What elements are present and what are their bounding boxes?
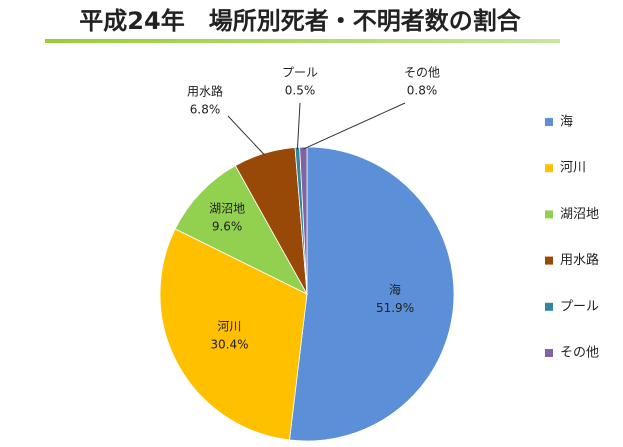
pie-slice bbox=[289, 146, 455, 442]
slice-label: プール bbox=[282, 66, 318, 80]
slice-value-label: 9.6% bbox=[212, 220, 243, 234]
legend-label: プール bbox=[560, 299, 599, 314]
leader-line bbox=[303, 102, 406, 150]
leader-line bbox=[296, 102, 301, 150]
legend-swatch bbox=[545, 118, 553, 126]
chart-title: 平成24年 場所別死者・不明者数の割合 bbox=[79, 7, 521, 35]
slice-value-label: 30.4% bbox=[210, 338, 248, 352]
legend-swatch bbox=[545, 256, 553, 265]
slice-value-label: 0.8% bbox=[407, 84, 438, 98]
slice-value-label: 51.9% bbox=[376, 301, 414, 315]
legend-swatch bbox=[545, 349, 553, 357]
slice-label: 河川 bbox=[217, 320, 241, 334]
slice-label: 用水路 bbox=[187, 84, 223, 99]
legend-label: 海 bbox=[560, 115, 573, 130]
legend-swatch bbox=[545, 164, 553, 173]
legend-label: 湖沼地 bbox=[560, 207, 599, 222]
slice-label: その他 bbox=[404, 66, 440, 80]
legend-label: その他 bbox=[560, 346, 599, 361]
leader-line bbox=[227, 115, 266, 156]
title-underline bbox=[45, 39, 560, 43]
pie-slice bbox=[159, 228, 308, 441]
legend-label: 用水路 bbox=[560, 252, 599, 268]
slice-value-label: 0.5% bbox=[285, 84, 316, 98]
legend-swatch bbox=[545, 302, 553, 311]
slice-label: 湖沼地 bbox=[209, 201, 245, 216]
legend-label: 河川 bbox=[560, 161, 586, 176]
slice-label: 海 bbox=[389, 282, 401, 297]
pie-slice bbox=[174, 165, 308, 295]
slice-value-label: 6.8% bbox=[190, 103, 221, 117]
legend-swatch bbox=[545, 210, 553, 219]
